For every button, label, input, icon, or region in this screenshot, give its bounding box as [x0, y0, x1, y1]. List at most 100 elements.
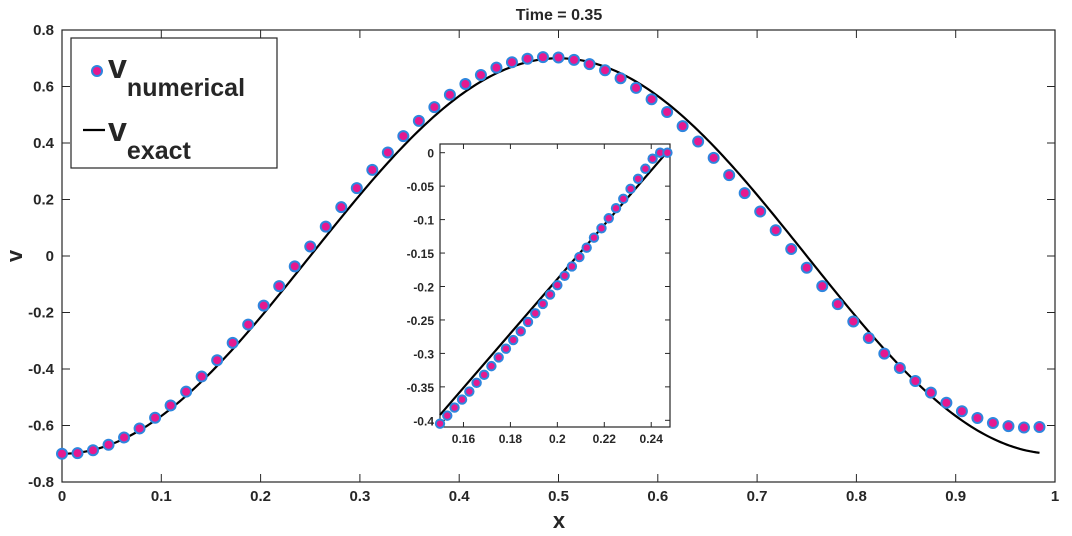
legend-box	[70, 37, 278, 169]
legend-label-sub: numerical	[127, 74, 245, 102]
data-point	[986, 416, 999, 429]
data-point	[640, 163, 651, 174]
data-point	[493, 352, 504, 363]
y-axis-label: v	[2, 249, 27, 262]
data-point	[195, 370, 208, 383]
data-point	[1017, 421, 1030, 434]
data-point	[428, 101, 441, 114]
data-point	[707, 151, 720, 164]
data-point	[583, 58, 596, 71]
x-axis-label: x	[553, 508, 566, 533]
legend-label-v-exact: vexact	[108, 111, 192, 165]
data-point	[319, 220, 332, 233]
data-point	[610, 203, 622, 214]
data-point	[574, 251, 585, 263]
data-point	[893, 361, 906, 374]
data-point	[257, 299, 270, 312]
x-tick-label: 0.2	[250, 488, 271, 505]
inset-y-axis-ticks: -0.4 -0.35 -0.3 -0.25 -0.2 -0.15 -0.1 -0.05 0	[407, 147, 670, 428]
legend-label-sub: exact	[127, 137, 192, 165]
data-point	[816, 280, 829, 293]
data-point	[544, 289, 556, 300]
data-point	[614, 72, 627, 85]
x-tick-label: 0.18	[499, 432, 523, 446]
data-point	[102, 438, 115, 451]
y-tick-label: -0.05	[407, 180, 435, 194]
x-tick-label: 0	[58, 488, 66, 505]
y-tick-label: -0.4	[28, 361, 55, 378]
data-point	[566, 261, 578, 272]
inset-chart: 0.16 0.18 0.2 0.22 0.24 -0.4-0.35-0.3-0.25-0…	[407, 143, 673, 446]
data-point	[350, 182, 363, 195]
data-point	[211, 354, 224, 367]
data-point	[149, 411, 162, 424]
y-tick-label: -0.2	[413, 281, 434, 295]
data-point	[536, 51, 549, 64]
data-point	[581, 242, 592, 253]
data-point	[486, 360, 497, 372]
data-point	[862, 332, 875, 345]
data-point	[971, 411, 984, 424]
data-point	[647, 153, 658, 164]
x-tick-label: 0.16	[452, 432, 476, 446]
series-line-v-exact	[61, 57, 1040, 455]
data-point	[397, 130, 410, 143]
data-point	[559, 270, 570, 281]
data-point	[87, 444, 100, 457]
data-point	[630, 81, 643, 94]
y-tick-label: 0	[427, 147, 434, 161]
inset-series-markers-v-numerical	[434, 147, 673, 429]
data-point	[273, 280, 286, 293]
y-tick-label: 0.6	[33, 79, 54, 96]
data-point	[568, 53, 581, 66]
data-point	[552, 51, 565, 64]
legend-marker-v-numerical	[91, 65, 103, 77]
data-point	[769, 224, 782, 237]
data-point	[596, 223, 607, 234]
x-tick-label: 0.5	[548, 488, 569, 505]
data-point	[242, 318, 255, 331]
data-point	[530, 308, 541, 319]
x-axis-ticks: 0 0.1 0.2 0.3 0.4 0.5 0.6 0.7 0.8 0.9 1	[58, 30, 1059, 505]
data-point	[831, 298, 844, 311]
y-tick-label: -0.3	[413, 347, 434, 361]
series-markers-v-numerical	[56, 51, 1046, 460]
x-tick-label: 0.6	[647, 488, 668, 505]
data-point	[924, 386, 937, 399]
y-tick-label: 0.2	[33, 192, 54, 209]
data-point	[521, 52, 534, 65]
data-point	[456, 394, 468, 405]
data-point	[288, 260, 301, 273]
data-point	[449, 402, 460, 413]
data-point	[381, 146, 394, 159]
y-tick-label: 0.4	[33, 135, 55, 152]
x-tick-label: 0.22	[593, 432, 617, 446]
y-tick-label: 0.8	[33, 22, 54, 39]
data-point	[164, 399, 177, 412]
data-point	[522, 316, 534, 328]
x-tick-label: 0.3	[349, 488, 370, 505]
data-point	[878, 347, 891, 360]
x-tick-label: 0.7	[747, 488, 768, 505]
y-tick-label: -0.4	[413, 414, 434, 428]
data-point	[625, 183, 636, 195]
data-point	[443, 88, 456, 101]
data-point	[588, 232, 600, 243]
data-point	[56, 447, 68, 460]
data-point	[226, 336, 239, 349]
data-point	[537, 298, 548, 310]
data-point	[366, 163, 379, 176]
x-tick-label: 0.24	[640, 432, 664, 446]
data-point	[304, 240, 317, 253]
data-point	[1002, 420, 1015, 433]
data-point	[599, 64, 612, 77]
data-point	[490, 61, 503, 74]
data-point	[662, 147, 673, 158]
x-tick-label: 0.8	[846, 488, 867, 505]
data-point	[847, 315, 860, 328]
data-point	[800, 261, 813, 274]
chart-title: Time = 0.35	[516, 7, 603, 24]
data-point	[552, 279, 563, 291]
data-point	[505, 56, 518, 69]
